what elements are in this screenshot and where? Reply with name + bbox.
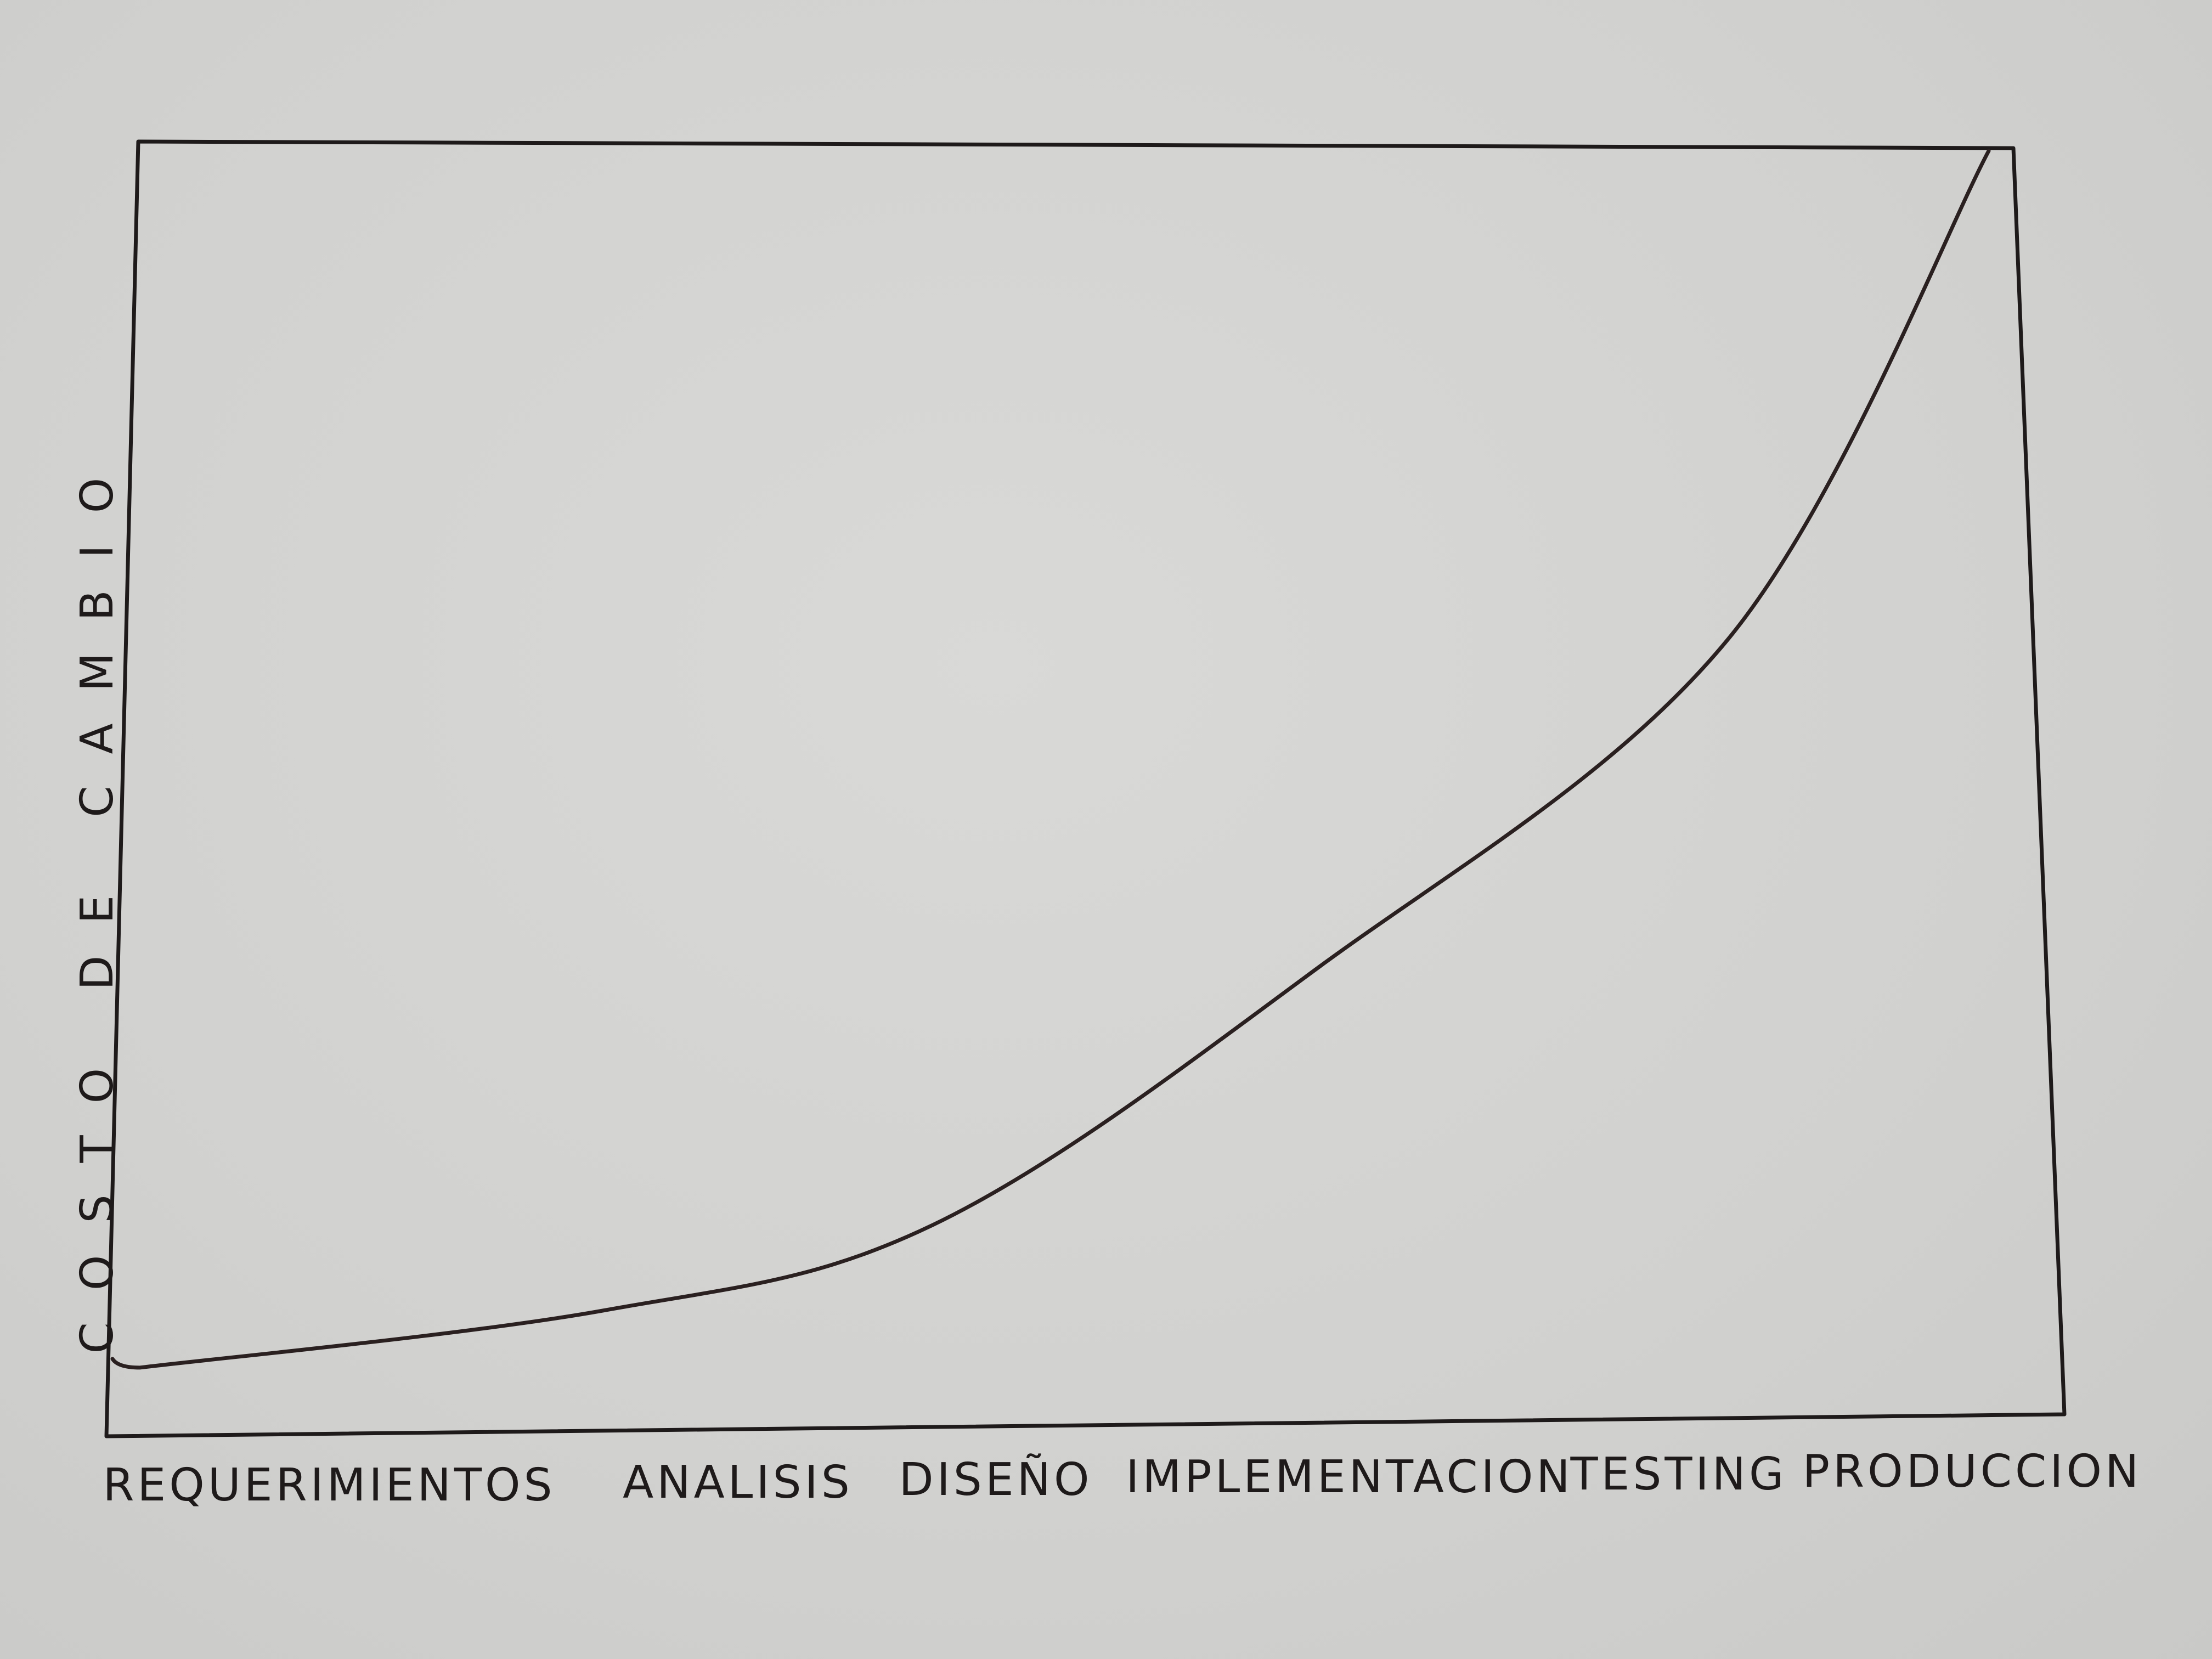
x-tick-labels: REQUERIMIENTOS ANALISIS DISEÑO IMPLEMENTACI… (103, 1446, 2142, 1511)
x-tick-label-3: DISEÑO (899, 1453, 1092, 1506)
y-axis-label: COSTO DE CAMBIO (71, 446, 123, 1354)
cost-curve (110, 149, 1991, 1370)
chart-frame (104, 139, 2067, 1438)
x-tick-label-5: TESTING (1570, 1448, 1787, 1500)
x-tick-label-2: ANALISIS (623, 1457, 853, 1509)
x-tick-label-6: PRODUCCION (1803, 1446, 2142, 1498)
x-tick-label-1: REQUERIMIENTOS (103, 1459, 555, 1511)
x-tick-label-4: IMPLEMENTACION (1126, 1451, 1573, 1503)
